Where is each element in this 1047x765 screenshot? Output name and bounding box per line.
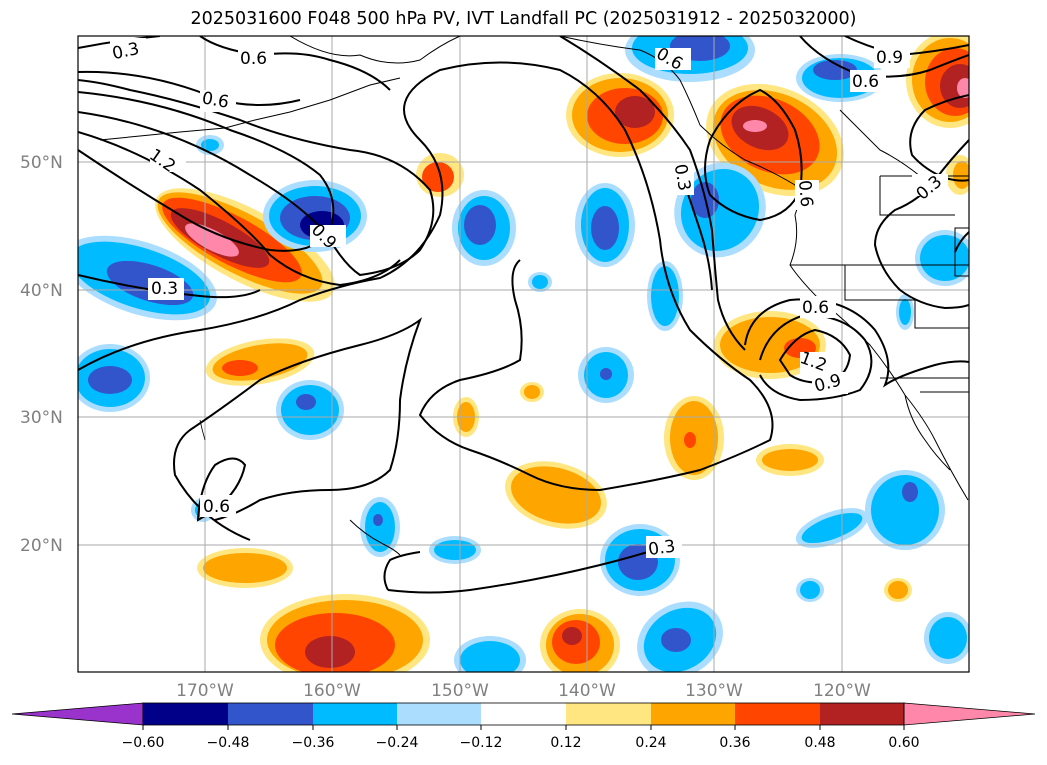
colorbar-tick: 0.36: [719, 735, 750, 751]
contour-label: 0.9: [876, 48, 903, 68]
colorbar-segment: [397, 703, 481, 725]
colorbar-tick: 0.24: [635, 735, 666, 751]
colorbar-segment: [820, 703, 904, 725]
lat-label: 20°N: [20, 536, 63, 556]
colorbar-tick: 0.12: [550, 735, 581, 751]
colorbar: −0.60 −0.48 −0.36 −0.24 −0.12 0.12 0.24 …: [11, 702, 1036, 751]
colorbar-segment: [566, 703, 651, 725]
colorbar-tick: −0.24: [376, 735, 419, 751]
lon-label: 140°W: [558, 681, 616, 701]
colorbar-tick: −0.12: [460, 735, 503, 751]
coastlines: [99, 36, 969, 556]
contour-label: 0.3: [647, 537, 677, 561]
colorbar-segment: [313, 703, 397, 725]
colorbar-tick: −0.48: [207, 735, 250, 751]
contour-labels: 0.3 0.6 0.6 1.2 0.9 0.3 0.6 0.6 0.3 0.9 …: [110, 38, 948, 560]
lon-label: 130°W: [685, 681, 743, 701]
colorbar-tick: 0.60: [888, 735, 919, 751]
colorbar-tick: 0.48: [804, 735, 835, 751]
colorbar-segment: [143, 703, 228, 725]
colorbar-max-extend: [903, 702, 1036, 726]
graticule: [78, 36, 969, 672]
contour-label: 0.6: [240, 49, 267, 69]
map-area: 0.3 0.6 0.6 1.2 0.9 0.3 0.6 0.6 0.3 0.9 …: [78, 36, 969, 672]
contour-label: 0.6: [852, 72, 879, 92]
lon-label: 170°W: [176, 681, 234, 701]
longitude-labels: 170°W 160°W 150°W 140°W 130°W 120°W: [176, 681, 871, 701]
contour-label: 0.6: [200, 88, 230, 112]
contour-label: 0.6: [794, 179, 816, 208]
colorbar-segment: [481, 703, 566, 725]
contour-label: 0.3: [151, 279, 178, 299]
contour-label: 0.6: [802, 298, 829, 318]
lat-label: 50°N: [20, 153, 63, 173]
lon-label: 160°W: [303, 681, 361, 701]
colorbar-tick: −0.36: [292, 735, 335, 751]
colorbar-min-extend: [11, 702, 144, 726]
lon-label: 120°W: [813, 681, 871, 701]
map-frame: [77, 35, 970, 673]
colorbar-segment: [228, 703, 313, 725]
lat-label: 30°N: [20, 408, 63, 428]
colorbar-segment: [651, 703, 735, 725]
latitude-labels: 50°N 40°N 30°N 20°N: [20, 153, 63, 556]
lat-label: 40°N: [20, 281, 63, 301]
map-title: 2025031600 F048 500 hPa PV, IVT Landfall…: [190, 9, 857, 29]
contour-label: 0.3: [670, 162, 694, 192]
colorbar-segment: [735, 703, 820, 725]
lon-label: 150°W: [431, 681, 489, 701]
contour-label: 0.6: [203, 497, 230, 517]
colorbar-tick: −0.60: [122, 735, 165, 751]
